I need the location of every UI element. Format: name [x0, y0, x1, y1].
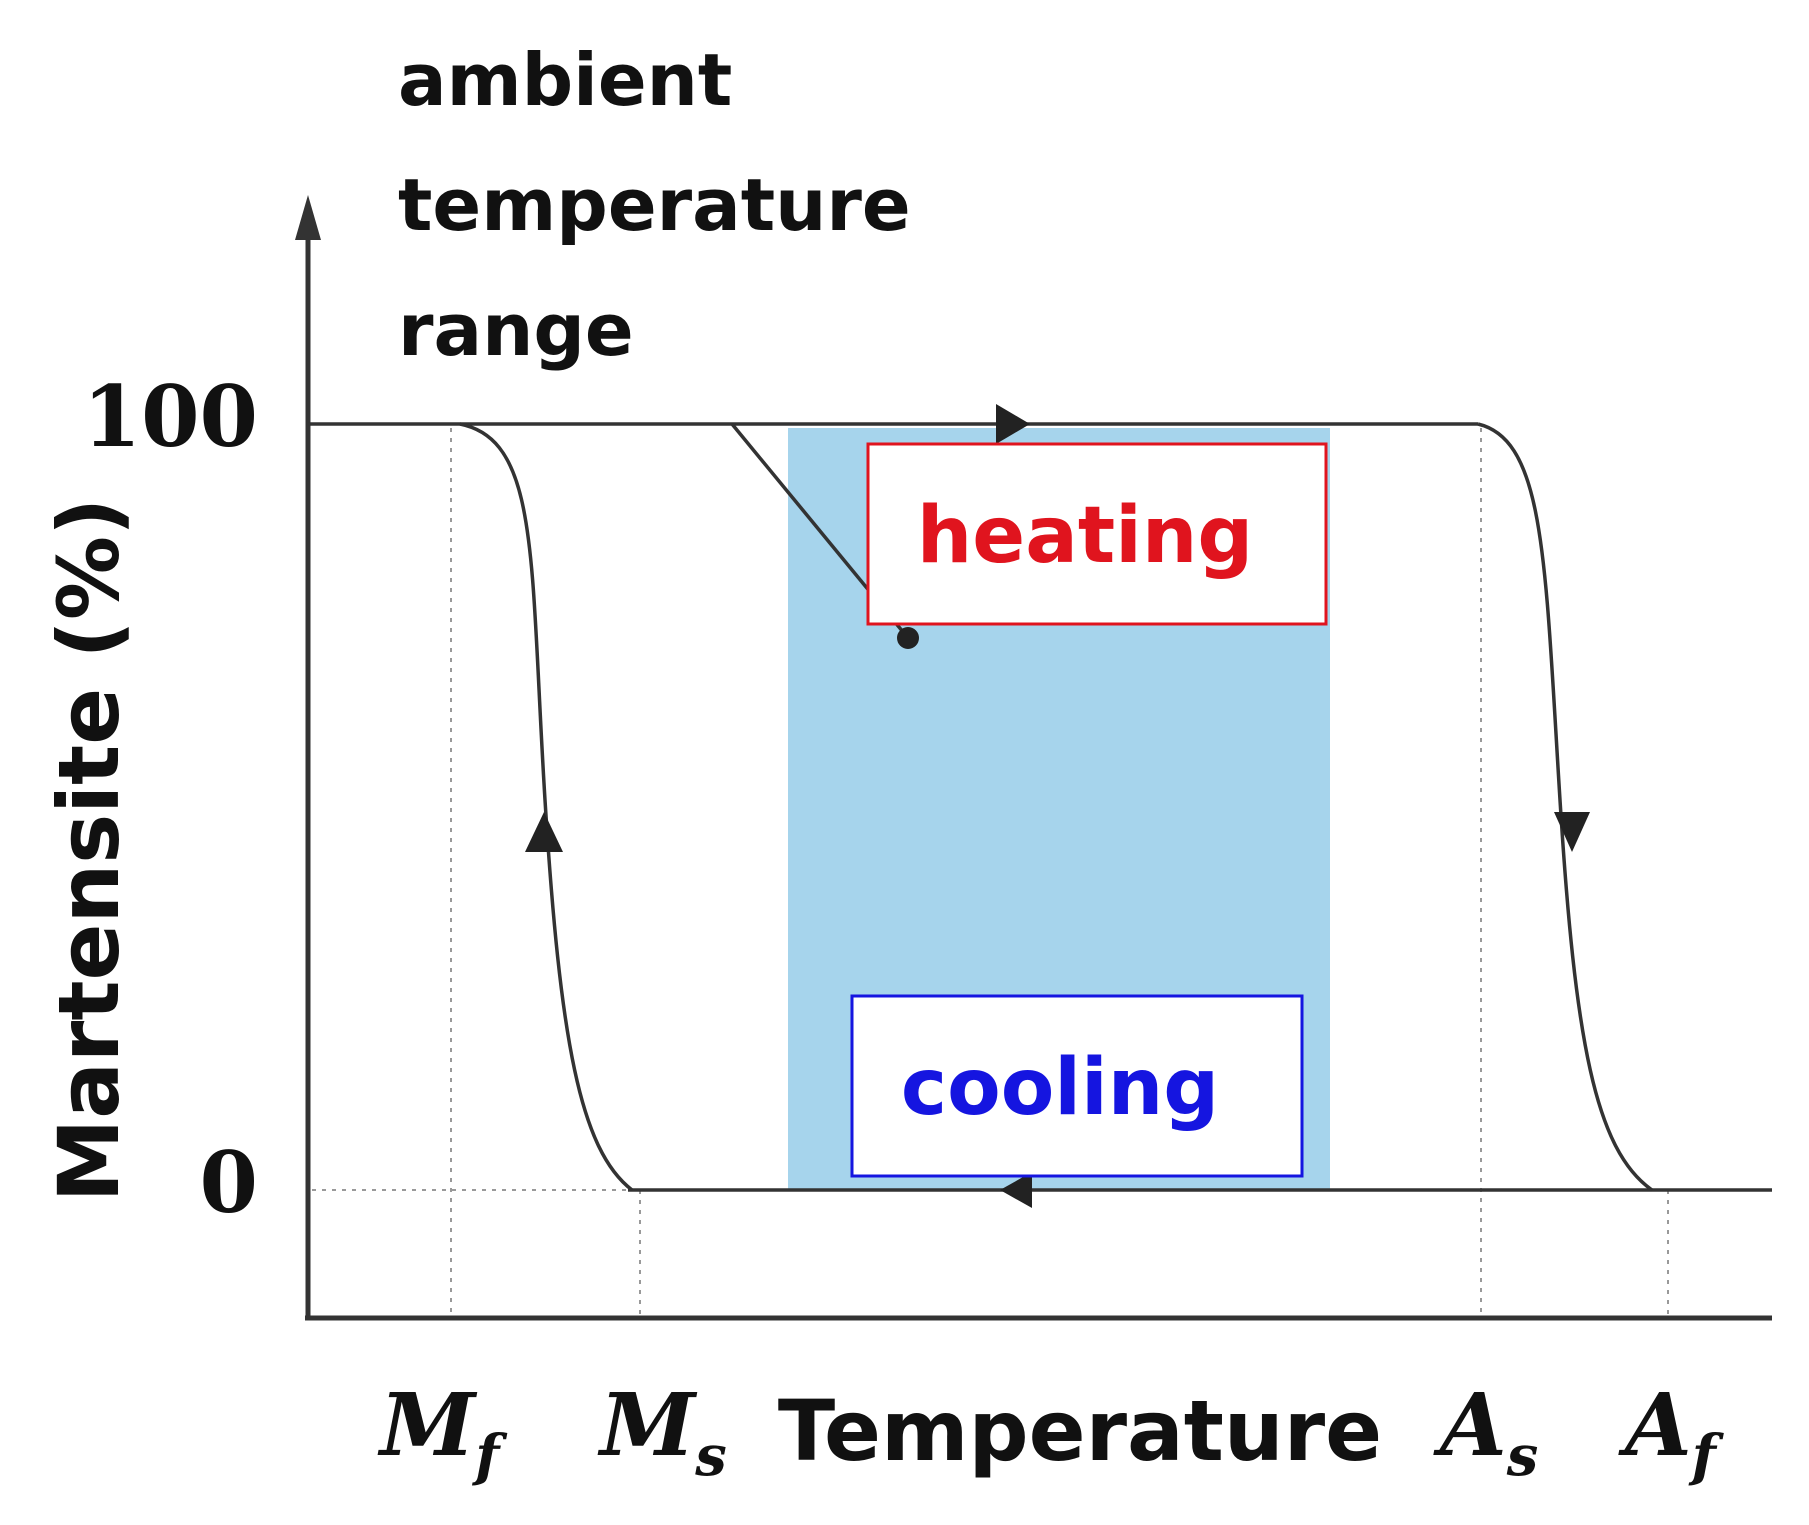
ambient-label-line-2: temperature	[398, 163, 911, 247]
ambient-label-line-3: range	[398, 288, 634, 372]
marker-af-main: A	[1618, 1375, 1692, 1476]
marker-mf-main: M	[377, 1375, 478, 1476]
state-point	[897, 627, 919, 649]
ambient-label-line-1: ambient	[398, 38, 732, 122]
y-tick-0: 0	[200, 1133, 258, 1232]
marker-ms-sub: s	[694, 1423, 727, 1489]
marker-ms-main: M	[597, 1375, 698, 1476]
marker-af: Af	[1618, 1375, 1725, 1489]
marker-as-sub: s	[1506, 1423, 1539, 1489]
y-axis-label: Martensite (%)	[40, 498, 138, 1203]
heating-curve	[1477, 422, 1654, 1192]
heating-box	[866, 442, 1328, 626]
marker-mf-sub: f	[471, 1423, 508, 1489]
arrow-bottom-left	[1000, 1172, 1032, 1208]
y-tick-100: 100	[83, 367, 258, 466]
cooling-box	[850, 994, 1304, 1178]
marker-af-sub: f	[1688, 1423, 1725, 1489]
marker-ms: Ms	[597, 1375, 727, 1489]
cooling-curve	[459, 422, 634, 1192]
heating-label: heating	[917, 491, 1253, 581]
x-axis-label: Temperature	[778, 1382, 1382, 1480]
arrow-top-right	[996, 404, 1030, 444]
marker-as-main: A	[1433, 1375, 1507, 1476]
arrow-down	[1554, 812, 1590, 852]
marker-mf: Mf	[377, 1375, 508, 1489]
y-axis-arrowhead	[295, 195, 321, 240]
marker-as: As	[1433, 1375, 1538, 1489]
cooling-label: cooling	[901, 1043, 1219, 1133]
arrow-up	[525, 812, 563, 852]
